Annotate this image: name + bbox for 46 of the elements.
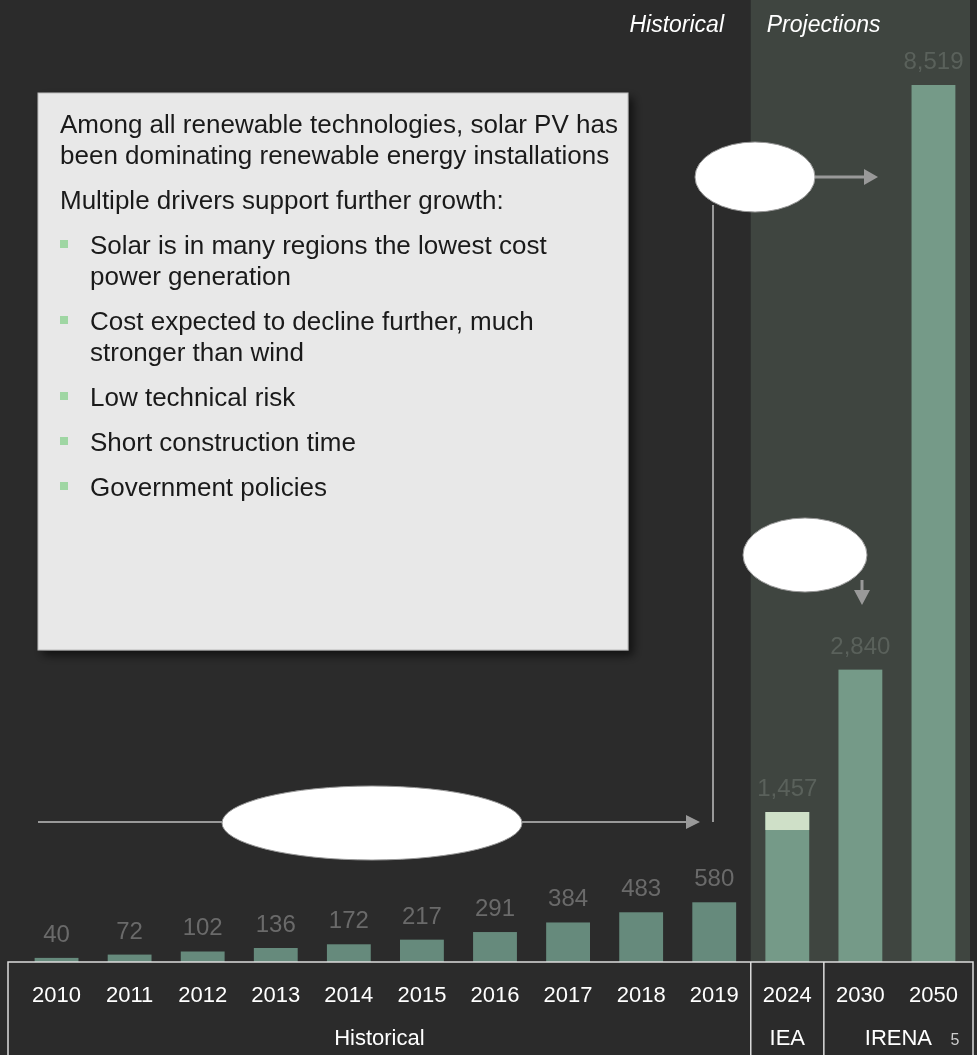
x-tick-label: 2018 [616,982,666,1007]
x-tick-label: 2010 [32,982,82,1007]
annotation: Low technical risk [90,382,297,412]
annotation: Cost expected to decline further, much stronger than wind [90,306,534,367]
bar [326,944,371,962]
x-tick-label: 2014 [324,982,374,1007]
data-label: 102 [182,913,223,941]
x-tick-label: 2012 [178,982,228,1007]
x-tick-label: 2015 [397,982,447,1007]
data-label: 40 [43,919,70,947]
band-label: Projections [766,11,882,37]
annotation: Solar is in many regions the lowest cost power generation [90,230,548,291]
x-tick-label: 2017 [543,982,593,1007]
bar [180,951,225,962]
bar [546,922,590,962]
x-tick-label: 2050 [908,982,958,1007]
data-label: 217 [401,901,442,929]
data-label: 384 [548,884,589,912]
annotation: Government policies [90,472,327,502]
annotation: Short construction time [90,427,356,457]
x-tick-label: 2024 [762,982,812,1007]
x-tick-label: 2013 [251,982,301,1007]
text: Historical [334,1025,425,1050]
bar [838,669,883,962]
bar [619,912,664,962]
data-label: 72 [116,916,143,944]
bar [400,939,444,962]
bar [692,902,737,962]
annotation: Multiple drivers support further growth: [60,185,504,215]
data-label: 291 [474,894,516,922]
data-label: 172 [328,906,369,934]
annotation: Among all renewable technologies, solar PV has been dominating renewable energy installations [60,109,618,170]
bar [911,85,956,962]
data-label: 580 [694,864,735,892]
bar [253,948,298,962]
x-tick-label: 2019 [689,982,739,1007]
data-label: 483 [621,874,662,902]
bar [473,932,517,962]
x-tick-label: 2030 [835,982,885,1007]
data-label: 136 [255,910,296,937]
text: IEA [769,1025,806,1050]
text: 5 [950,1031,960,1048]
x-tick-label: 2016 [470,982,520,1007]
text: IRENA [864,1025,933,1050]
text: Historical [629,11,725,37]
x-tick-label: 2011 [105,982,154,1007]
